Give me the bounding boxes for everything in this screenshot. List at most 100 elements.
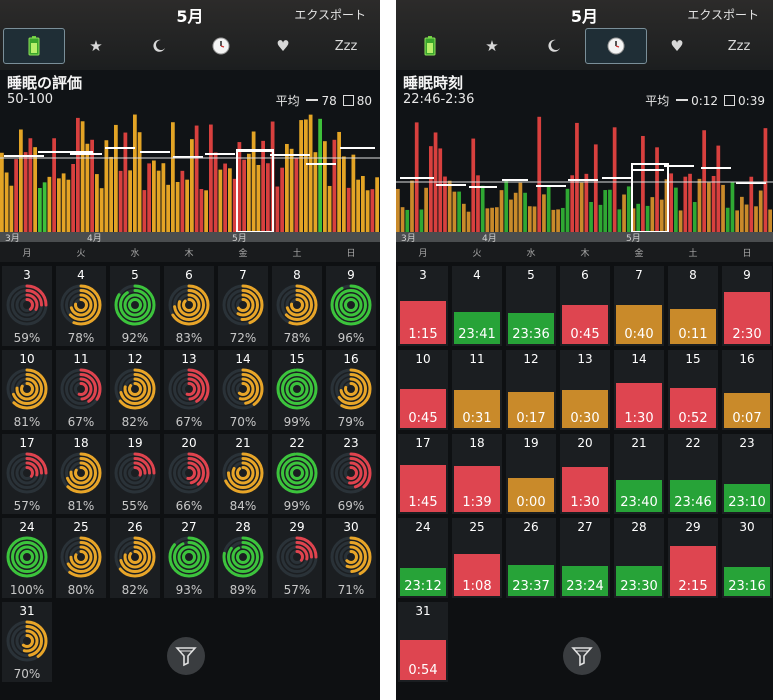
day-cell[interactable]: 11 0:31: [452, 350, 502, 430]
history-bar: [419, 209, 424, 232]
export-button[interactable]: エクスポート: [687, 8, 759, 22]
day-cell[interactable]: 3 59%: [2, 266, 52, 346]
day-cell[interactable]: 10 0:45: [398, 350, 448, 430]
tab-star[interactable]: ★: [65, 28, 127, 64]
day-cell[interactable]: 3 1:15: [398, 266, 448, 346]
tab-battery[interactable]: [3, 28, 65, 64]
day-number: 8: [293, 268, 301, 282]
history-bar: [575, 122, 579, 232]
day-cell[interactable]: 19 55%: [110, 434, 160, 514]
tab-clock[interactable]: [585, 28, 647, 64]
day-cell[interactable]: 7 72%: [218, 266, 268, 346]
day-cell[interactable]: 27 93%: [164, 518, 214, 598]
day-cell[interactable]: 16 79%: [326, 350, 376, 430]
tab-battery[interactable]: [399, 28, 461, 64]
day-number: 7: [635, 268, 643, 282]
day-cell[interactable]: 17 1:45: [398, 434, 448, 514]
day-cell[interactable]: 30 23:16: [722, 518, 772, 598]
tab-star[interactable]: ★: [461, 28, 523, 64]
day-cell[interactable]: 5 92%: [110, 266, 160, 346]
history-bar: [603, 190, 608, 232]
day-cell[interactable]: 13 67%: [164, 350, 214, 430]
current-week-highlight: [631, 163, 669, 232]
history-bar: [23, 152, 28, 232]
day-number: 16: [739, 352, 755, 366]
history-bar: [180, 170, 185, 232]
day-cell[interactable]: 24 100%: [2, 518, 52, 598]
day-cell[interactable]: 21 84%: [218, 434, 268, 514]
day-cell[interactable]: 5 23:36: [506, 266, 556, 346]
score-rings: [60, 452, 102, 494]
day-cell[interactable]: 29 57%: [272, 518, 322, 598]
day-cell[interactable]: 8 0:11: [668, 266, 718, 346]
score-rings: [168, 368, 210, 410]
day-number: 7: [239, 268, 247, 282]
day-cell[interactable]: 16 0:07: [722, 350, 772, 430]
day-cell[interactable]: 9 96%: [326, 266, 376, 346]
filter-button[interactable]: [167, 637, 205, 675]
day-cell[interactable]: 17 57%: [2, 434, 52, 514]
day-cell[interactable]: 14 1:30: [614, 350, 664, 430]
history-bar: [678, 210, 683, 232]
bedtime-history-chart[interactable]: [396, 108, 773, 242]
day-cell[interactable]: 29 2:15: [668, 518, 718, 598]
day-cell[interactable]: 26 23:37: [506, 518, 556, 598]
history-bar: [645, 205, 650, 232]
tab-moon[interactable]: [128, 28, 190, 64]
day-cell[interactable]: 6 0:45: [560, 266, 610, 346]
day-cell[interactable]: 26 82%: [110, 518, 160, 598]
day-number: 8: [689, 268, 697, 282]
tab-moon[interactable]: [523, 28, 585, 64]
bedtime-block: 1:45: [400, 465, 446, 512]
day-cell[interactable]: 12 82%: [110, 350, 160, 430]
day-cell[interactable]: 19 0:00: [506, 434, 556, 514]
day-cell[interactable]: 25 80%: [56, 518, 106, 598]
day-cell[interactable]: 10 81%: [2, 350, 52, 430]
day-cell[interactable]: 13 0:30: [560, 350, 610, 430]
day-cell[interactable]: 14 70%: [218, 350, 268, 430]
day-cell[interactable]: 15 0:52: [668, 350, 718, 430]
tab-heart[interactable]: ♥: [646, 28, 708, 64]
tab-zzz[interactable]: Zzz: [315, 28, 377, 64]
tab-zzz[interactable]: Zzz: [708, 28, 770, 64]
tab-clock[interactable]: [190, 28, 252, 64]
month-title[interactable]: 5月: [570, 7, 599, 26]
day-cell[interactable]: 11 67%: [56, 350, 106, 430]
day-cell[interactable]: 4 23:41: [452, 266, 502, 346]
day-number: 11: [469, 352, 485, 366]
day-cell[interactable]: 28 89%: [218, 518, 268, 598]
day-cell[interactable]: 25 1:08: [452, 518, 502, 598]
day-cell[interactable]: 20 1:30: [560, 434, 610, 514]
score-percent: 78%: [283, 331, 311, 345]
filter-button[interactable]: [563, 637, 601, 675]
day-cell[interactable]: 20 66%: [164, 434, 214, 514]
day-cell[interactable]: 18 81%: [56, 434, 106, 514]
day-cell[interactable]: 23 69%: [326, 434, 376, 514]
day-cell[interactable]: 27 23:24: [560, 518, 610, 598]
month-title[interactable]: 5月: [176, 7, 204, 26]
day-cell[interactable]: 21 23:40: [614, 434, 664, 514]
score-history-chart[interactable]: [0, 108, 380, 242]
day-cell[interactable]: 31 0:54: [398, 602, 448, 682]
history-bar: [256, 164, 261, 232]
day-cell[interactable]: 18 1:39: [452, 434, 502, 514]
day-cell[interactable]: 8 78%: [272, 266, 322, 346]
day-cell[interactable]: 24 23:12: [398, 518, 448, 598]
alt-value: 0:39: [738, 94, 765, 108]
day-cell[interactable]: 22 99%: [272, 434, 322, 514]
day-cell[interactable]: 23 23:10: [722, 434, 772, 514]
day-cell[interactable]: 31 70%: [2, 602, 52, 682]
tab-heart[interactable]: ♥: [252, 28, 314, 64]
day-cell[interactable]: 12 0:17: [506, 350, 556, 430]
history-bar: [447, 180, 452, 232]
day-cell[interactable]: 28 23:30: [614, 518, 664, 598]
day-cell[interactable]: 9 2:30: [722, 266, 772, 346]
day-cell[interactable]: 4 78%: [56, 266, 106, 346]
day-cell[interactable]: 22 23:46: [668, 434, 718, 514]
export-button[interactable]: エクスポート: [294, 8, 366, 22]
day-cell[interactable]: 30 71%: [326, 518, 376, 598]
day-cell[interactable]: 7 0:40: [614, 266, 664, 346]
bedtime-block: 0:11: [670, 308, 716, 344]
day-cell[interactable]: 15 99%: [272, 350, 322, 430]
day-cell[interactable]: 6 83%: [164, 266, 214, 346]
